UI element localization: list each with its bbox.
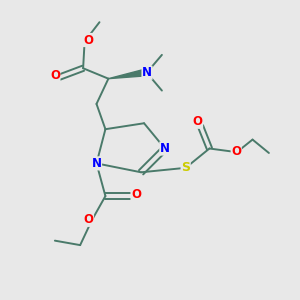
Text: O: O xyxy=(193,115,202,128)
Text: N: N xyxy=(160,142,170,155)
Polygon shape xyxy=(108,70,145,79)
Text: O: O xyxy=(50,69,60,82)
Text: O: O xyxy=(131,188,141,201)
Text: N: N xyxy=(92,157,101,170)
Text: S: S xyxy=(181,161,190,174)
Text: O: O xyxy=(83,213,94,226)
Text: O: O xyxy=(231,145,241,158)
Text: O: O xyxy=(83,34,94,46)
Text: N: N xyxy=(142,66,152,79)
